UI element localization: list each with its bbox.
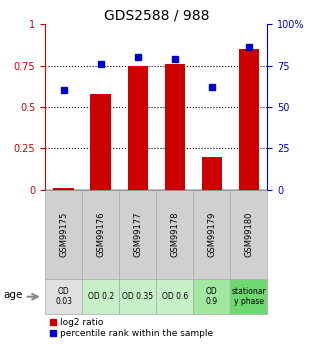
Text: GSM99178: GSM99178: [170, 212, 179, 257]
Bar: [230, 279, 267, 314]
Bar: [128, 66, 148, 190]
Bar: [165, 64, 185, 190]
Bar: [53, 188, 74, 190]
Bar: [239, 49, 259, 190]
Text: OD 0.35: OD 0.35: [122, 292, 153, 301]
Bar: [156, 279, 193, 314]
Text: GSM99176: GSM99176: [96, 212, 105, 257]
Text: OD 0.2: OD 0.2: [88, 292, 114, 301]
Bar: [202, 157, 222, 190]
Bar: [91, 94, 111, 190]
Bar: [156, 190, 193, 279]
Text: stationar
y phase: stationar y phase: [232, 287, 266, 306]
Bar: [82, 190, 119, 279]
Text: OD
0.9: OD 0.9: [206, 287, 218, 306]
Bar: [230, 190, 267, 279]
Bar: [193, 190, 230, 279]
Text: GSM99177: GSM99177: [133, 212, 142, 257]
Title: GDS2588 / 988: GDS2588 / 988: [104, 9, 209, 23]
Text: GSM99179: GSM99179: [207, 212, 216, 257]
Bar: [45, 190, 82, 279]
Text: GSM99180: GSM99180: [244, 212, 253, 257]
Bar: [193, 279, 230, 314]
Bar: [119, 190, 156, 279]
Bar: [82, 279, 119, 314]
Legend: log2 ratio, percentile rank within the sample: log2 ratio, percentile rank within the s…: [50, 318, 213, 338]
Bar: [119, 279, 156, 314]
Text: age: age: [3, 290, 22, 300]
Text: GSM99175: GSM99175: [59, 212, 68, 257]
Text: OD
0.03: OD 0.03: [55, 287, 72, 306]
Bar: [45, 279, 82, 314]
Text: OD 0.6: OD 0.6: [162, 292, 188, 301]
